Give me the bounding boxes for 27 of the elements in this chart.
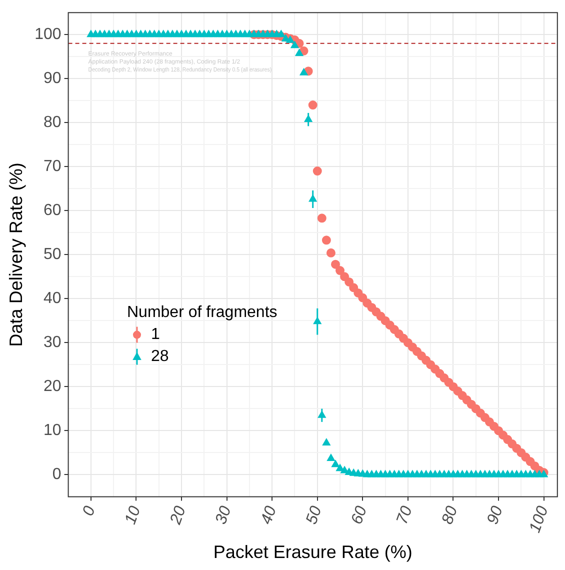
- y-tick-label: 100: [34, 26, 62, 44]
- y-tick-label: 50: [44, 246, 62, 264]
- legend-title: Number of fragments: [126, 304, 278, 322]
- y-axis-title: Data Delivery Rate (%): [6, 162, 26, 347]
- x-tick-label: 20: [167, 504, 190, 528]
- x-tick-label: 90: [484, 504, 507, 527]
- legend-label: 1: [150, 326, 160, 344]
- y-tick-label: 90: [44, 70, 62, 88]
- x-axis-title: Packet Erasure Rate (%): [213, 542, 412, 562]
- y-tick-label: 30: [44, 334, 62, 352]
- y-tick-label: 20: [44, 378, 62, 396]
- x-tick-label: 30: [212, 504, 235, 527]
- x-tick-label: 60: [348, 504, 371, 527]
- y-tick-label: 40: [44, 290, 62, 308]
- y-tick-label: 80: [44, 114, 62, 132]
- x-tick-label: 10: [122, 504, 144, 527]
- y-tick-label: 10: [44, 422, 62, 440]
- y-tick-label: 0: [52, 466, 62, 484]
- legend-label: 28: [150, 348, 169, 366]
- x-tick-label: 0: [80, 504, 99, 518]
- x-tick-label: 40: [258, 504, 280, 527]
- y-tick-label: 60: [44, 202, 62, 220]
- x-tick-label: 50: [303, 504, 326, 527]
- x-tick-label: 70: [394, 504, 416, 527]
- y-tick-label: 70: [44, 158, 62, 176]
- x-tick-label: 100: [526, 504, 552, 535]
- x-tick-label: 80: [439, 504, 462, 527]
